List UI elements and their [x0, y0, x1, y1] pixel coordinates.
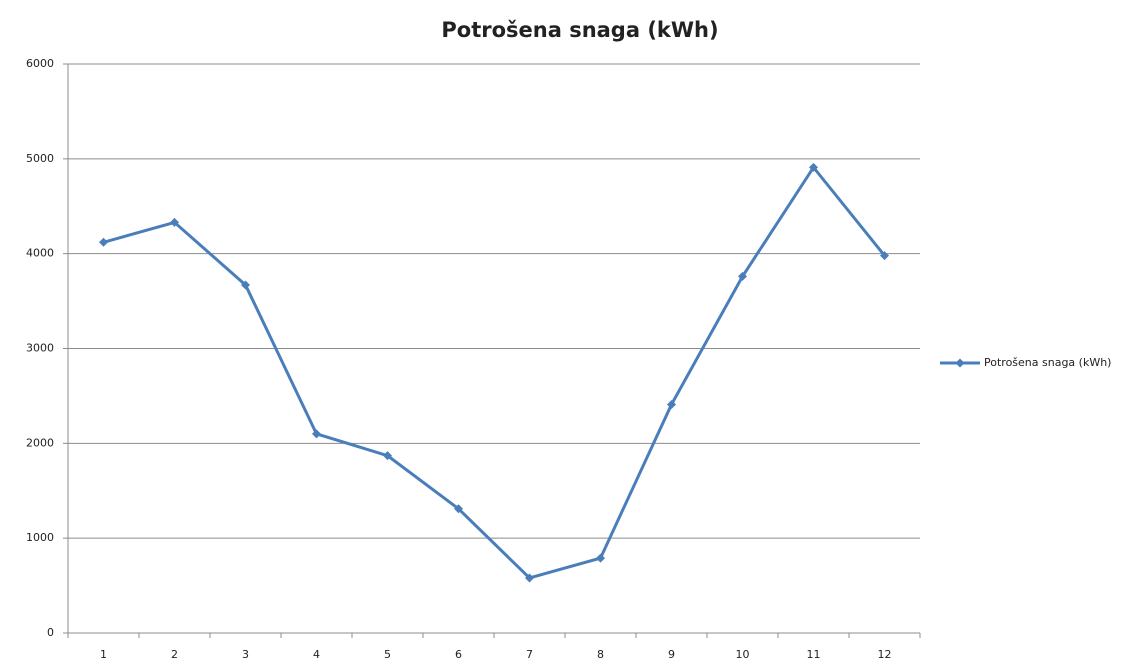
x-tick-label: 6 [455, 648, 462, 661]
marker [880, 251, 889, 261]
y-tick-label: 4000 [26, 247, 54, 260]
x-tick-label: 3 [242, 648, 249, 661]
marker [667, 399, 676, 409]
x-tick-label: 9 [668, 648, 675, 661]
x-tick-label: 5 [384, 648, 391, 661]
marker [312, 429, 321, 439]
marker [738, 271, 747, 281]
y-tick-label: 5000 [26, 152, 54, 165]
chart-title: Potrošena snaga (kWh) [441, 18, 718, 42]
y-tick-label: 6000 [26, 57, 54, 70]
x-tick-label: 10 [736, 648, 750, 661]
marker [809, 162, 818, 172]
x-tick-label: 2 [171, 648, 178, 661]
marker [454, 504, 463, 514]
x-tick-label: 4 [313, 648, 320, 661]
x-tick-label: 1 [100, 648, 107, 661]
legend-label: Potrošena snaga (kWh) [984, 356, 1111, 369]
y-tick-label: 1000 [26, 531, 54, 544]
marker [525, 573, 534, 583]
y-tick-label: 2000 [26, 436, 54, 449]
legend-marker [955, 358, 965, 368]
x-tick-label: 8 [597, 648, 604, 661]
x-tick-label: 12 [878, 648, 892, 661]
marker [596, 553, 605, 563]
y-tick-label: 0 [47, 626, 54, 639]
marker [170, 217, 179, 227]
marker [99, 237, 108, 247]
marker [241, 280, 250, 290]
line-series [103, 164, 886, 580]
y-tick-label: 3000 [26, 342, 54, 355]
x-tick-label: 7 [526, 648, 533, 661]
x-tick-label: 11 [807, 648, 821, 661]
marker [383, 451, 392, 461]
